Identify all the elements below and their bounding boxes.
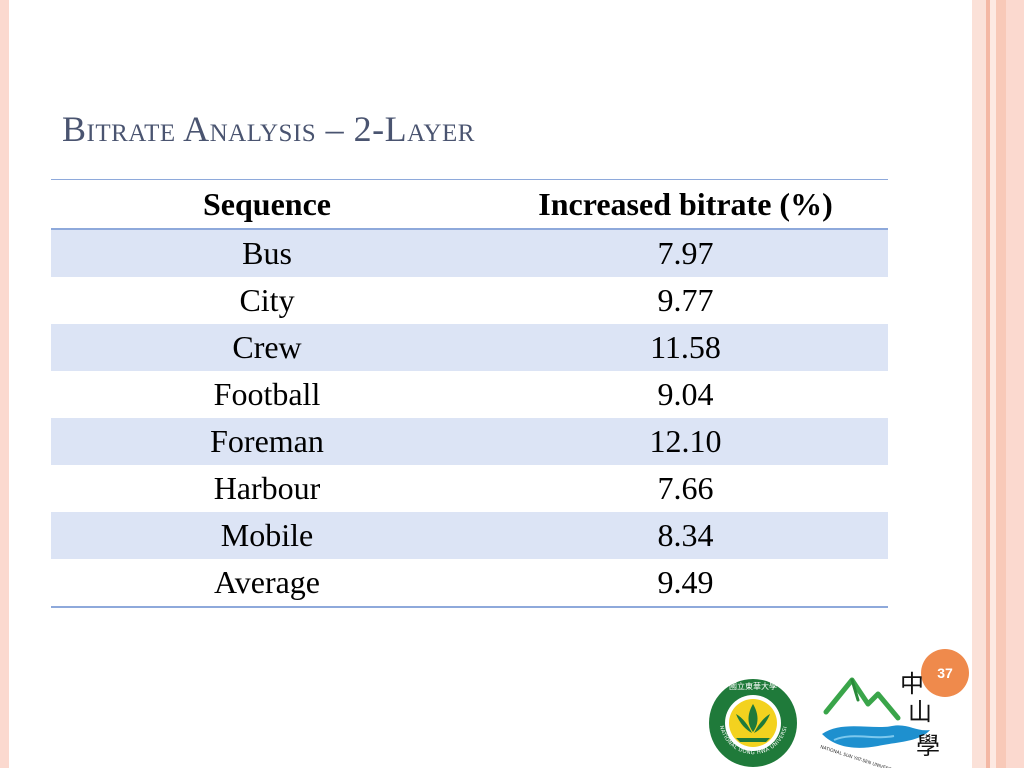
sequence-cell: City — [239, 282, 295, 318]
bitrate-cell: 9.04 — [657, 376, 714, 412]
bitrate-cell: 11.58 — [650, 329, 721, 365]
sequence-cell: Bus — [242, 235, 292, 271]
table-row: Bus 7.97 — [51, 229, 888, 277]
column-header-increased-bitrate: Increased bitrate (%) — [483, 179, 888, 230]
seal-chinese-text: 國立東華大學 — [729, 681, 777, 691]
bitrate-cell: 7.97 — [657, 235, 714, 271]
table-row: Mobile 8.34 — [51, 512, 888, 559]
bitrate-cell: 9.49 — [483, 559, 888, 608]
bitrate-cell: 12.10 — [649, 423, 722, 459]
page-number-badge: 37 — [921, 649, 969, 697]
sequence-cell: Mobile — [220, 517, 314, 553]
table-row: Crew 11.58 — [51, 324, 888, 371]
table-row: Foreman 12.10 — [51, 418, 888, 465]
sun-yat-sen-university-logo: 中 山 學 NATIONAL SUN YAT-SEN UNIVERSITY — [819, 670, 940, 768]
table-row: City 9.77 — [51, 277, 888, 324]
sequence-cell: Harbour — [213, 470, 321, 506]
table-row: Harbour 7.66 — [51, 465, 888, 512]
sequence-cell: Crew — [232, 329, 302, 365]
sequence-cell: Football — [213, 376, 321, 412]
bitrate-cell: 7.66 — [657, 470, 714, 506]
sequence-cell: Average — [51, 559, 483, 608]
bitrate-cell: 9.77 — [657, 282, 714, 318]
university-seal-logo: NATIONAL DONG HWA UNIVERSITY 國立東華大學 — [706, 676, 797, 767]
bitrate-cell: 8.34 — [657, 517, 714, 553]
table-row: Football 9.04 — [51, 371, 888, 418]
decorative-right-stripes — [972, 0, 1024, 768]
table-header-row: Sequence Increased bitrate (%) — [51, 179, 888, 230]
column-header-sequence: Sequence — [51, 179, 483, 230]
bitrate-table: Sequence Increased bitrate (%) Bus 7.97 … — [51, 179, 888, 608]
slide-title: Bitrate Analysis – 2-Layer — [62, 109, 475, 149]
table-row: Average 9.49 — [51, 559, 888, 608]
svg-text:中 山 學: 中 山 學 — [900, 670, 940, 760]
sequence-cell: Foreman — [210, 423, 324, 459]
